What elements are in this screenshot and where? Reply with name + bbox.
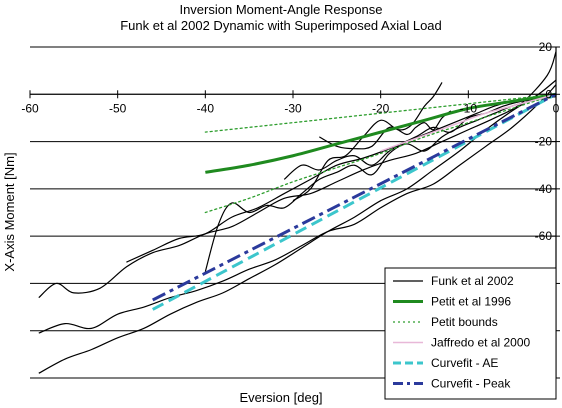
legend-label: Curvefit - Peak [431, 377, 511, 391]
legend-label: Jaffredo et al 2000 [431, 336, 531, 350]
series-line [126, 96, 557, 263]
series-layer [38, 51, 557, 374]
x-tick-label: -10 [460, 101, 478, 115]
chart-title: Inversion Moment-Angle Response [179, 2, 382, 17]
series-line [204, 93, 557, 214]
y-axis-label: X-Axis Moment [Nm] [2, 152, 17, 271]
series-line [319, 110, 452, 150]
series-line [292, 82, 443, 202]
x-tick-label: -60 [21, 101, 39, 115]
series-line [204, 93, 557, 133]
legend-label: Funk et al 2002 [431, 274, 514, 288]
series-line [38, 51, 557, 299]
series-line [205, 92, 557, 174]
y-tick-label: -20 [535, 135, 553, 149]
series-line [152, 92, 557, 302]
series-line [380, 93, 557, 152]
legend-label: Petit bounds [431, 315, 498, 329]
y-tick-label: -60 [535, 229, 553, 243]
chart-subtitle: Funk et al 2002 Dynamic with Superimpose… [120, 18, 442, 33]
x-tick-label: -30 [284, 101, 302, 115]
y-tick-label: 0 [545, 87, 552, 101]
legend-box [384, 267, 557, 400]
x-tick-label: 0 [553, 101, 560, 115]
x-tick-label: -40 [197, 101, 215, 115]
x-tick-label: -20 [372, 101, 390, 115]
legend-label: Curvefit - AE [431, 356, 498, 370]
legend-label: Petit et al 1996 [431, 295, 511, 309]
x-tick-label: -50 [109, 101, 127, 115]
legend: Funk et al 2002 Petit et al 1996 Petit bou… [384, 267, 557, 400]
y-tick-label: 20 [539, 40, 553, 54]
y-tick-label: -40 [535, 182, 553, 196]
x-axis-label: Eversion [deg] [239, 390, 322, 405]
series-line [38, 84, 557, 334]
